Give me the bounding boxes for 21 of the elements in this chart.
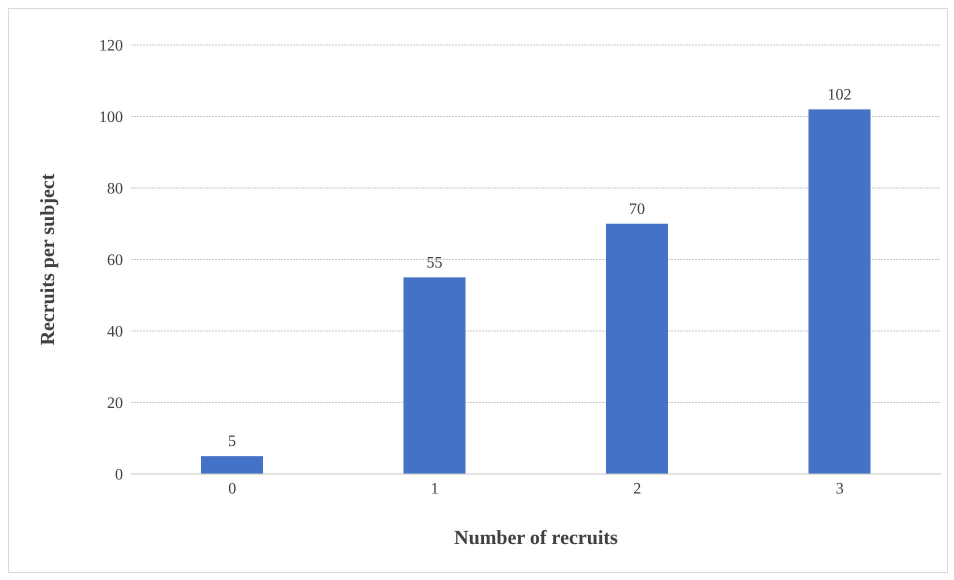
- x-tick-label: 2: [633, 480, 642, 498]
- y-tick-label: 20: [107, 395, 123, 412]
- bar: [808, 109, 870, 474]
- x-axis-title: Number of recruits: [454, 527, 618, 549]
- data-label: 5: [228, 433, 236, 450]
- y-tick-label: 120: [99, 38, 123, 55]
- x-tick-label: 3: [836, 480, 844, 498]
- x-tick-label: 0: [228, 480, 236, 498]
- y-tick-label: 40: [107, 324, 123, 341]
- y-tick-label: 80: [107, 180, 123, 198]
- y-axis-title: Recruits per subject: [37, 173, 60, 346]
- y-tick-label: 0: [115, 466, 123, 484]
- x-tick-label: 1: [430, 480, 439, 498]
- y-tick-label: 100: [99, 109, 123, 126]
- data-label: 55: [426, 254, 442, 272]
- bar: [606, 224, 668, 474]
- bar: [201, 456, 263, 474]
- bar: [404, 277, 466, 474]
- data-label: 70: [629, 200, 645, 218]
- data-label: 102: [828, 86, 852, 104]
- y-tick-label: 60: [107, 252, 123, 270]
